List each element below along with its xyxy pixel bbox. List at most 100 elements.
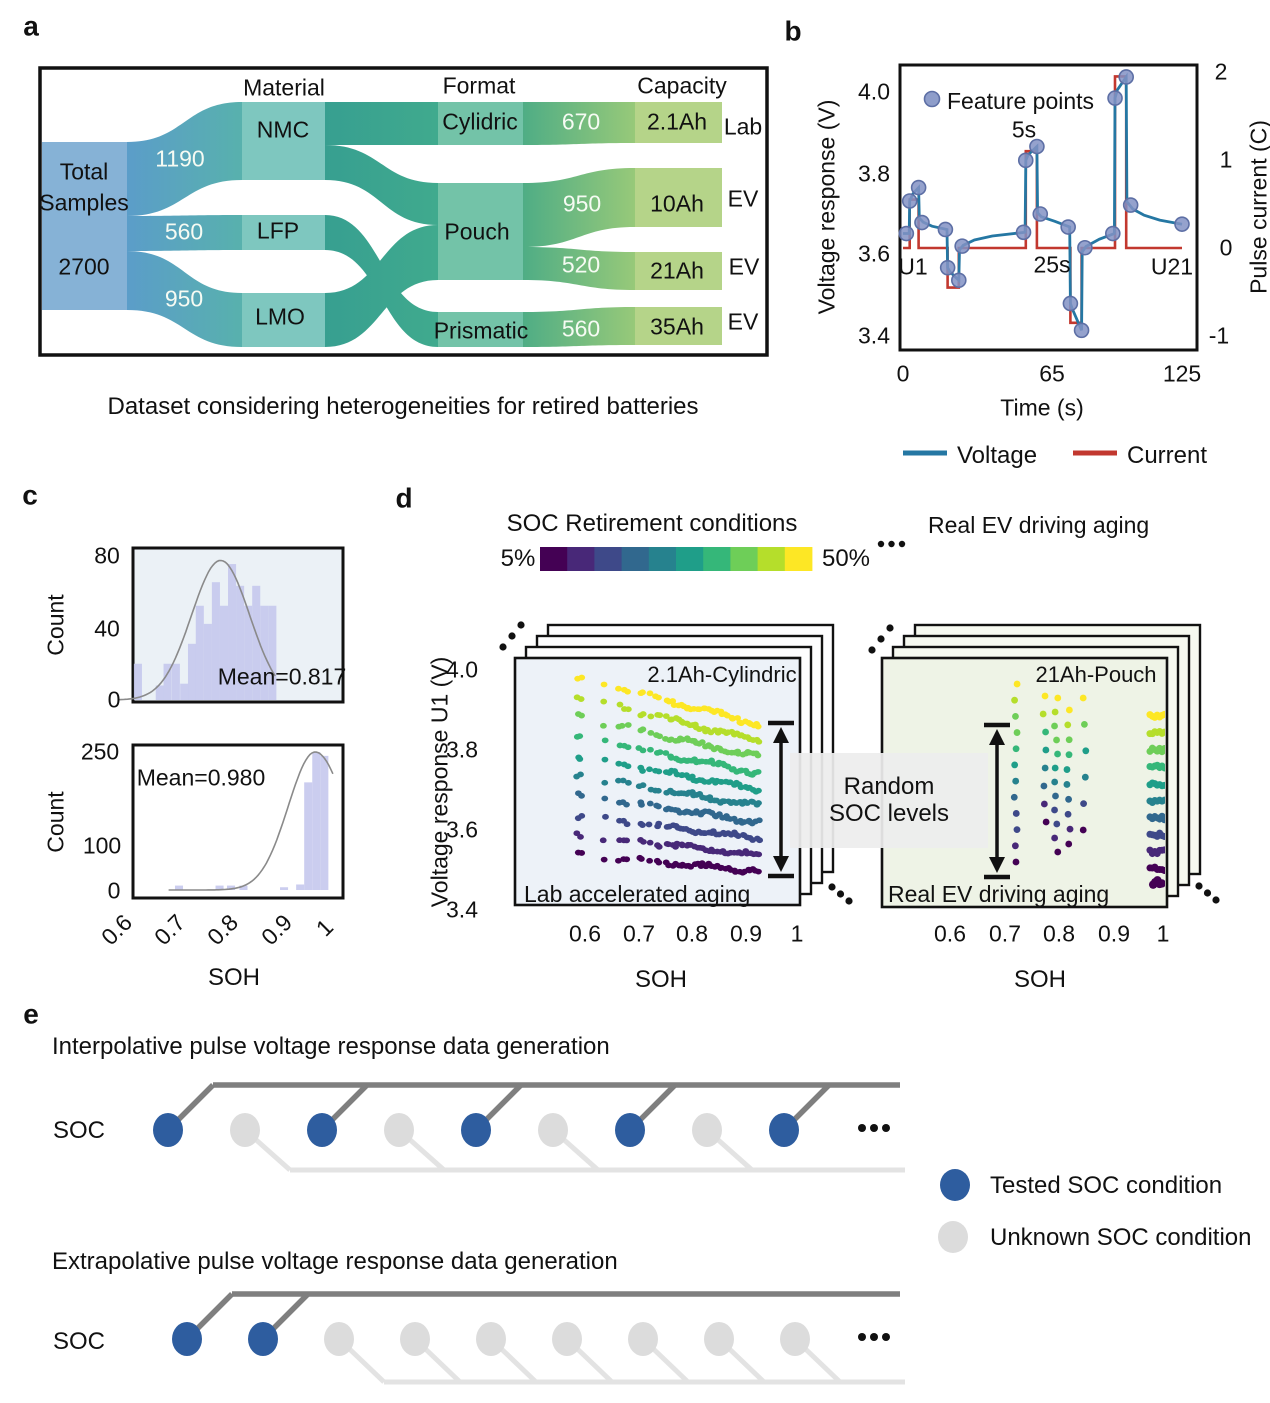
e-unknown-soc-circle [628, 1322, 658, 1356]
sankey-total-value: 2700 [58, 253, 110, 280]
hist-bar [226, 885, 236, 890]
soh-histograms [119, 546, 345, 900]
scatter-dot [1065, 840, 1073, 848]
scatter-dot [1053, 820, 1061, 828]
scatter-dot [577, 696, 585, 702]
hist-bar [280, 887, 289, 890]
scatter-dot [618, 722, 626, 729]
scatter-dot [639, 747, 647, 754]
e-row-2 [172, 1291, 905, 1385]
scatter-dot [623, 821, 631, 828]
scatter-dot [615, 685, 622, 692]
sankey-link-total-lmo [127, 251, 242, 347]
b-ytick-r1: 1 [1219, 146, 1233, 173]
scatter-dot [639, 689, 646, 696]
c-bottom-ytick-100: 100 [82, 832, 122, 859]
scatter-dot [1013, 680, 1021, 688]
e-unknown-soc-circle [704, 1322, 734, 1356]
scatter-dot [1051, 806, 1058, 814]
e-row-1 [153, 1082, 905, 1173]
c-top-mean-label: Mean=0.817 [217, 663, 347, 690]
colorbar-segment [594, 547, 622, 571]
scatter-dot [1160, 745, 1165, 753]
scatter-dot [1042, 746, 1050, 754]
scatter-dot [1064, 721, 1072, 729]
b-xtick-65: 65 [1039, 360, 1065, 387]
scatter-dot [600, 856, 608, 863]
feature-point [1122, 197, 1139, 213]
e-unknown-soc-circle [552, 1322, 582, 1356]
scatter-dot [600, 681, 608, 688]
d-right-bottomright-ellipsis-icon [1195, 882, 1220, 904]
b-legend-current-label: Current [1127, 442, 1208, 469]
ellipsis-dot [836, 890, 845, 898]
d-left-xtick-09: 0.9 [730, 920, 762, 947]
b-xtick-125: 125 [1162, 360, 1202, 387]
scatter-dot [1012, 712, 1019, 720]
scatter-dot [1063, 766, 1071, 773]
e-row-2-ellipsis-icon [858, 1333, 890, 1341]
scatter-dot [1079, 694, 1087, 702]
d-ytick-34: 3.4 [446, 896, 478, 923]
hist-bar [244, 605, 253, 700]
b-ytick-rm1: -1 [1208, 322, 1230, 349]
scatter-dot [1160, 764, 1165, 772]
sankey-header-material: Material [243, 74, 325, 101]
hist-bar [236, 585, 245, 700]
sankey-node-21ah-rect [635, 102, 722, 143]
scatter-dot [1065, 751, 1073, 759]
feature-point [898, 225, 915, 242]
sankey-node-10ah-rect [635, 168, 722, 227]
d-random-soc-box-label: Random SOC levels [828, 773, 950, 827]
sankey-header-capacity: Capacity [637, 72, 727, 99]
feature-point [937, 221, 954, 238]
hist-bar [211, 582, 220, 700]
scatter-dot [640, 838, 647, 845]
e-legend-unknown-swatch [938, 1221, 968, 1253]
scatter-dot [1080, 800, 1087, 807]
hist-bar [296, 884, 305, 890]
scatter-dot [1040, 800, 1048, 808]
scatter-dot [1051, 764, 1059, 772]
scatter-dot [623, 801, 630, 808]
scatter-dot [1079, 826, 1087, 834]
sankey-node-prismatic: Prismatic [433, 317, 529, 344]
sankey-node-21ah2-rect [635, 252, 722, 290]
scatter-dot [601, 779, 609, 786]
pulse-plot [898, 63, 1199, 456]
d-right-soc-range-arrow [984, 722, 1010, 880]
d-random-soc-box [790, 753, 988, 848]
ellipsis-dot [517, 621, 525, 629]
sankey-link-total-lfp [127, 215, 242, 251]
sankey-source-lab: Lab [723, 113, 763, 140]
e-tested-soc-circle [461, 1113, 491, 1147]
d-right-plot-note: Real EV driving aging [888, 881, 1110, 907]
scatter-dot [623, 856, 631, 863]
scatter-dot [615, 760, 623, 767]
b-annotation-u21: U21 [1150, 253, 1194, 280]
ellipsis-dot [858, 1124, 866, 1132]
feature-legend-swatch [923, 90, 941, 108]
colorbar-segment [730, 547, 758, 571]
d-right-xtick-06: 0.6 [934, 920, 966, 947]
e-row-1-ellipsis-icon [858, 1124, 890, 1132]
scatter-dot [624, 763, 632, 770]
scatter-dot [755, 800, 762, 806]
e-unknown-soc-circle [780, 1322, 810, 1356]
feature-point [1073, 322, 1090, 339]
scatter-dot [655, 803, 662, 810]
scatter-dot [639, 726, 647, 733]
scatter-dot [754, 752, 762, 759]
sankey-node-10ah: 10Ah [650, 190, 704, 217]
b-legend-voltage-label: Voltage [957, 442, 1038, 469]
scatter-dot [1066, 825, 1074, 833]
hist-bar [180, 683, 189, 700]
scatter-dot [1160, 710, 1165, 718]
sankey-diagram [38, 66, 769, 357]
d-right-xtick-1: 1 [1156, 920, 1170, 947]
sankey-link-pouch-21ah [523, 247, 635, 290]
panel-a-letter: a [23, 10, 39, 42]
d-left-xtick-08: 0.8 [676, 920, 708, 947]
sankey-node-lfp-rect [242, 215, 325, 250]
